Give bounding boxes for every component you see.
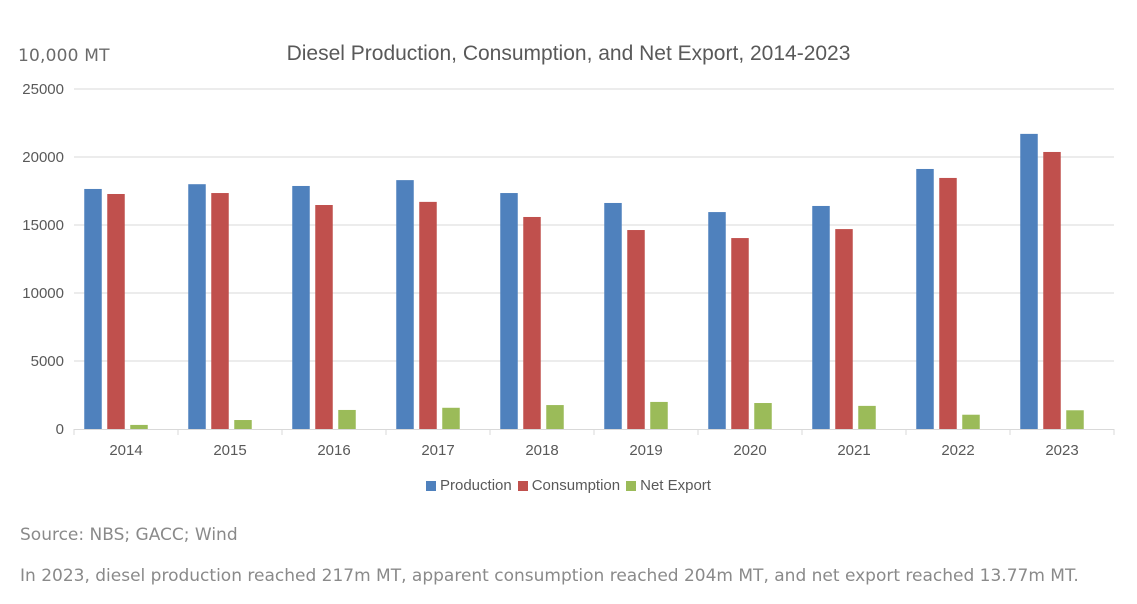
x-tick-label: 2022 [941, 442, 974, 459]
x-tick-label: 2021 [837, 442, 870, 459]
bar-consumption-2020 [731, 238, 749, 429]
bar-consumption-2018 [523, 216, 541, 429]
bar-consumption-2014 [107, 193, 125, 429]
bar-net-export-2014 [130, 424, 148, 429]
bar-net-export-2020 [754, 403, 772, 429]
bar-production-2021 [812, 205, 830, 429]
y-axis-unit-label: 10,000 MT [18, 46, 110, 66]
bar-production-2022 [916, 168, 934, 429]
x-tick-label: 2023 [1045, 442, 1078, 459]
x-tick-label: 2016 [317, 442, 350, 459]
bar-production-2018 [500, 193, 518, 429]
x-tick-label: 2014 [109, 442, 142, 459]
bar-net-export-2022 [962, 414, 980, 429]
legend-item-production: Production [426, 477, 512, 494]
y-tick-label: 25000 [22, 81, 64, 98]
bar-net-export-2015 [234, 420, 252, 429]
legend-item-net-export: Net Export [626, 477, 711, 494]
bar-consumption-2017 [419, 201, 437, 429]
bar-net-export-2021 [858, 405, 876, 429]
bar-consumption-2019 [627, 230, 645, 429]
legend-swatch [426, 480, 436, 491]
legend-swatch [517, 480, 528, 491]
bar-production-2020 [708, 212, 726, 429]
legend-swatch [626, 480, 637, 491]
bar-consumption-2022 [939, 177, 957, 429]
chart-title-text: Diesel Production, Consumption, and Net … [286, 42, 851, 65]
bar-net-export-2019 [650, 401, 668, 429]
bar-production-2016 [292, 185, 310, 429]
legend-label: Production [440, 477, 512, 494]
x-tick-label: 2015 [213, 442, 246, 459]
bars [84, 133, 1084, 429]
bar-consumption-2016 [315, 205, 333, 429]
bar-consumption-2023 [1043, 151, 1061, 429]
bar-production-2017 [396, 180, 414, 429]
bar-production-2019 [604, 202, 622, 429]
bar-consumption-2015 [211, 193, 229, 429]
y-tick-label: 15000 [22, 217, 64, 234]
y-tick-label: 5000 [31, 353, 64, 370]
bar-net-export-2016 [338, 409, 356, 429]
bar-consumption-2021 [835, 229, 853, 429]
legend-label: Net Export [640, 477, 711, 494]
bar-net-export-2018 [546, 405, 564, 429]
bar-production-2023 [1020, 133, 1038, 429]
bar-net-export-2023 [1066, 410, 1084, 429]
y-axis-ticks: 0 5000 10000 15000 20000 25000 [22, 81, 64, 438]
x-tick-label: 2018 [525, 442, 558, 459]
gridlines [74, 88, 1114, 362]
legend: Production Consumption Net Export [0, 477, 1137, 494]
y-tick-label: 20000 [22, 149, 64, 166]
y-tick-label: 0 [56, 421, 64, 438]
x-tick-label: 2019 [629, 442, 662, 459]
bar-net-export-2017 [442, 407, 460, 429]
legend-item-consumption: Consumption [517, 477, 621, 494]
source-text: Source: NBS; GACC; Wind [20, 525, 238, 545]
note-text: In 2023, diesel production reached 217m … [20, 566, 1079, 586]
x-tick-label: 2020 [733, 442, 766, 459]
x-axis: 2014 2015 2016 2017 2018 2019 2020 2021 2022 2023 [73, 429, 1115, 459]
y-tick-label: 10000 [22, 285, 64, 302]
bar-production-2015 [188, 184, 206, 429]
chart-title: Diesel Production, Consumption, and Net … [0, 42, 1137, 66]
x-tick-label: 2017 [421, 442, 454, 459]
legend-label: Consumption [531, 477, 621, 494]
bar-production-2014 [84, 188, 102, 429]
